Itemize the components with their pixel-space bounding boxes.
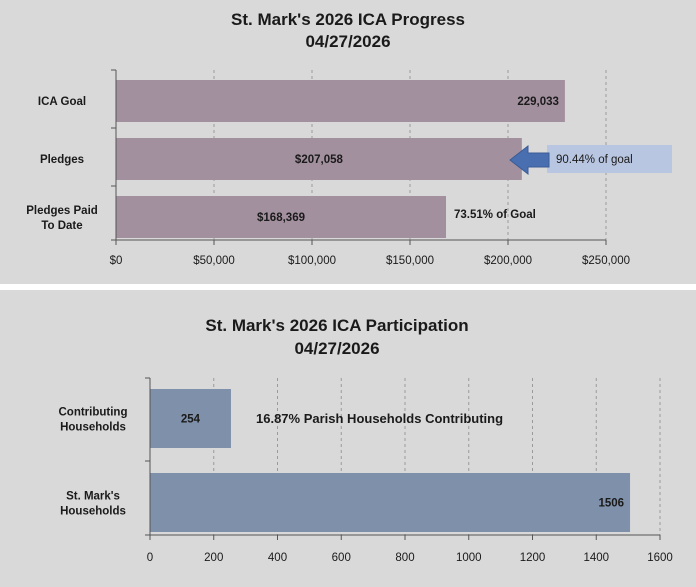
contrib-percent-note: 16.87% Parish Households Contributing	[256, 411, 503, 426]
category-label: St. Mark's	[66, 491, 120, 503]
bar-2	[116, 138, 522, 180]
x-tick-label: $250,000	[582, 255, 630, 267]
x-tick-label: 800	[395, 552, 414, 564]
category-label: Pledges	[40, 154, 84, 166]
x-tick-label: 1600	[647, 552, 673, 564]
bar-value-label: $207,058	[295, 154, 344, 166]
bar-value-label: 254	[181, 414, 201, 426]
chart-title: St. Mark's 2026 ICA Progress	[231, 10, 465, 29]
paid-percent-note: 73.51% of Goal	[454, 209, 536, 221]
category-label: Households	[60, 422, 126, 434]
x-tick-label: $200,000	[484, 255, 532, 267]
bar-value-label: $168,369	[257, 212, 305, 224]
bar-1	[150, 389, 231, 448]
x-tick-label: $150,000	[386, 255, 434, 267]
bar-value-label: 229,033	[517, 96, 559, 108]
arrow-left-icon	[509, 144, 550, 176]
x-tick-label: 600	[332, 552, 351, 564]
bar-3	[116, 196, 447, 238]
callout-text: 90.44% of goal	[556, 154, 633, 166]
category-label: To Date	[41, 220, 82, 232]
x-tick-label: 200	[204, 552, 223, 564]
chart-subtitle: 04/27/2026	[294, 339, 379, 358]
category-label: Pledges Paid	[26, 205, 98, 217]
progress-chart: St. Mark's 2026 ICA Progress 04/27/2026 …	[26, 10, 672, 267]
x-tick-label: 0	[147, 552, 153, 564]
x-tick-label: 1400	[583, 552, 609, 564]
x-tick-label: $50,000	[193, 255, 235, 267]
bar-2	[150, 473, 631, 532]
x-tick-label: $0	[110, 255, 123, 267]
x-tick-label: 1200	[520, 552, 546, 564]
callout-box	[547, 145, 672, 173]
participation-chart: St. Mark's 2026 ICA Participation 04/27/…	[59, 316, 673, 564]
category-label: Contributing	[59, 407, 128, 419]
x-tick-label: 1000	[456, 552, 482, 564]
bar-1	[116, 80, 565, 122]
progress-chart-panel: St. Mark's 2026 ICA Progress 04/27/2026 …	[0, 0, 696, 284]
chart-title: St. Mark's 2026 ICA Participation	[205, 316, 468, 335]
x-tick-label: 400	[268, 552, 287, 564]
category-label: Households	[60, 506, 126, 518]
chart-subtitle: 04/27/2026	[305, 32, 390, 51]
participation-chart-panel: St. Mark's 2026 ICA Participation 04/27/…	[0, 290, 696, 587]
category-label: ICA Goal	[38, 96, 86, 108]
bar-value-label: 1506	[598, 498, 624, 510]
x-tick-label: $100,000	[288, 255, 336, 267]
